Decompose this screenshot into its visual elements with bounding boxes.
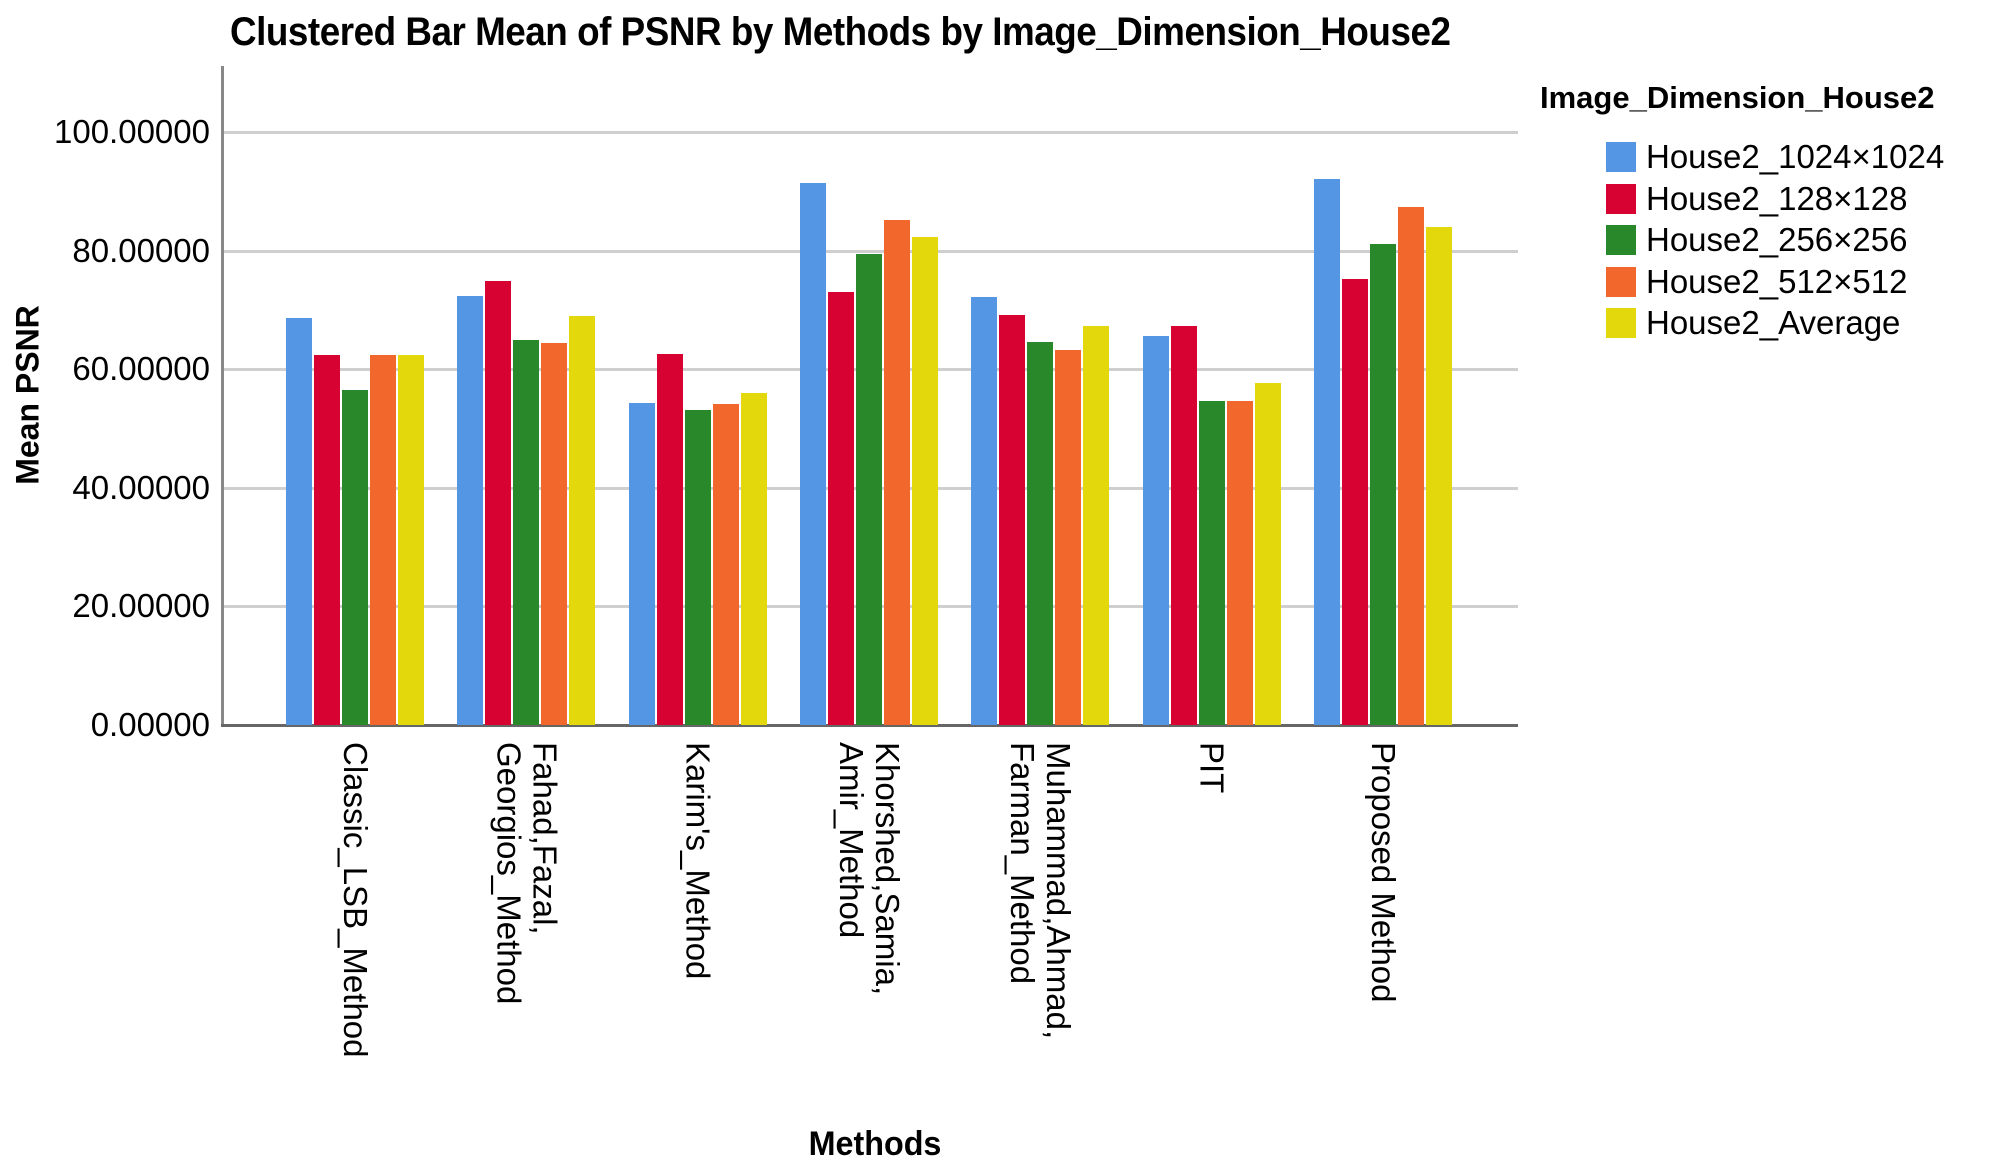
legend-swatch-icon [1606, 308, 1636, 338]
chart-title: Clustered Bar Mean of PSNR by Methods by… [230, 10, 1451, 54]
bar [370, 354, 396, 725]
y-tick-label: 20.00000 [72, 587, 210, 625]
bar [1083, 326, 1110, 725]
bar [1142, 336, 1169, 725]
bar [569, 315, 596, 725]
bar [398, 354, 424, 725]
bar [827, 292, 854, 725]
bar [541, 342, 568, 725]
legend-swatch-icon [1606, 225, 1636, 255]
legend-label: House2_1024×1024 [1646, 138, 1945, 175]
x-axis-line [221, 724, 1518, 727]
y-tick-label: 80.00000 [72, 231, 210, 269]
bar [513, 340, 540, 725]
bar [740, 392, 767, 725]
bar [1226, 401, 1253, 725]
bar [485, 281, 512, 725]
x-category-label: Karim's_Method [679, 742, 717, 980]
legend-label: House2_512×512 [1646, 262, 1908, 300]
x-category-label: Khorshed,Samia, Amir_Method [832, 742, 906, 996]
y-axis-line [221, 66, 224, 726]
bar [799, 182, 826, 725]
gridline [224, 249, 1518, 253]
legend-title: Image_Dimension_House2 [1540, 80, 1935, 115]
bar [684, 409, 711, 725]
legend-label: House2_256×256 [1646, 221, 1908, 258]
legend-swatch-icon [1606, 266, 1636, 297]
y-tick-label: 0.00000 [90, 706, 210, 743]
bar [1313, 179, 1340, 725]
bar [342, 390, 368, 725]
y-axis-label: Mean PSNR [9, 305, 46, 485]
x-category-label: Proposed Method [1364, 742, 1402, 1003]
legend-item: House2_Average [1606, 304, 1901, 341]
legend-label: House2_128×128 [1646, 179, 1908, 217]
legend-swatch-icon [1606, 183, 1636, 214]
bar [1254, 383, 1281, 725]
x-axis-label: Methods [808, 1125, 942, 1163]
legend-item: House2_256×256 [1606, 221, 1908, 258]
plot-area [221, 66, 1518, 727]
y-tick-label: 40.00000 [72, 468, 210, 506]
bar [286, 317, 312, 725]
legend-item: House2_512×512 [1606, 262, 1908, 300]
bar [1369, 243, 1396, 725]
bar [314, 354, 340, 725]
x-category-label: PIT [1193, 742, 1231, 794]
legend-label: House2_Average [1646, 304, 1901, 341]
bar [457, 295, 484, 725]
bar [911, 237, 938, 725]
bar [1027, 342, 1054, 725]
bar [656, 354, 683, 725]
bar [712, 403, 739, 725]
bar [971, 296, 998, 725]
legend-item: House2_1024×1024 [1606, 138, 1945, 175]
y-tick-label: 100.00000 [54, 113, 210, 151]
y-tick-label: 60.00000 [72, 350, 210, 388]
bar [1055, 350, 1082, 725]
bar [1341, 278, 1368, 725]
bar [628, 402, 655, 725]
bar [883, 219, 910, 725]
bar [999, 314, 1026, 725]
legend-item: House2_128×128 [1606, 179, 1908, 217]
x-category-label: Muhammad,Ahmad, Farman_Method [1004, 742, 1078, 1040]
bar [1170, 325, 1197, 725]
bar [855, 253, 882, 725]
bar [1198, 401, 1225, 725]
x-category-label: Fahad,Fazal, Georgios_Method [490, 742, 564, 1005]
gridline [224, 131, 1518, 135]
x-category-label: Classic_LSB_Method [337, 742, 374, 1058]
bar [1425, 227, 1452, 725]
legend-swatch-icon [1606, 142, 1636, 172]
bar [1397, 207, 1424, 725]
